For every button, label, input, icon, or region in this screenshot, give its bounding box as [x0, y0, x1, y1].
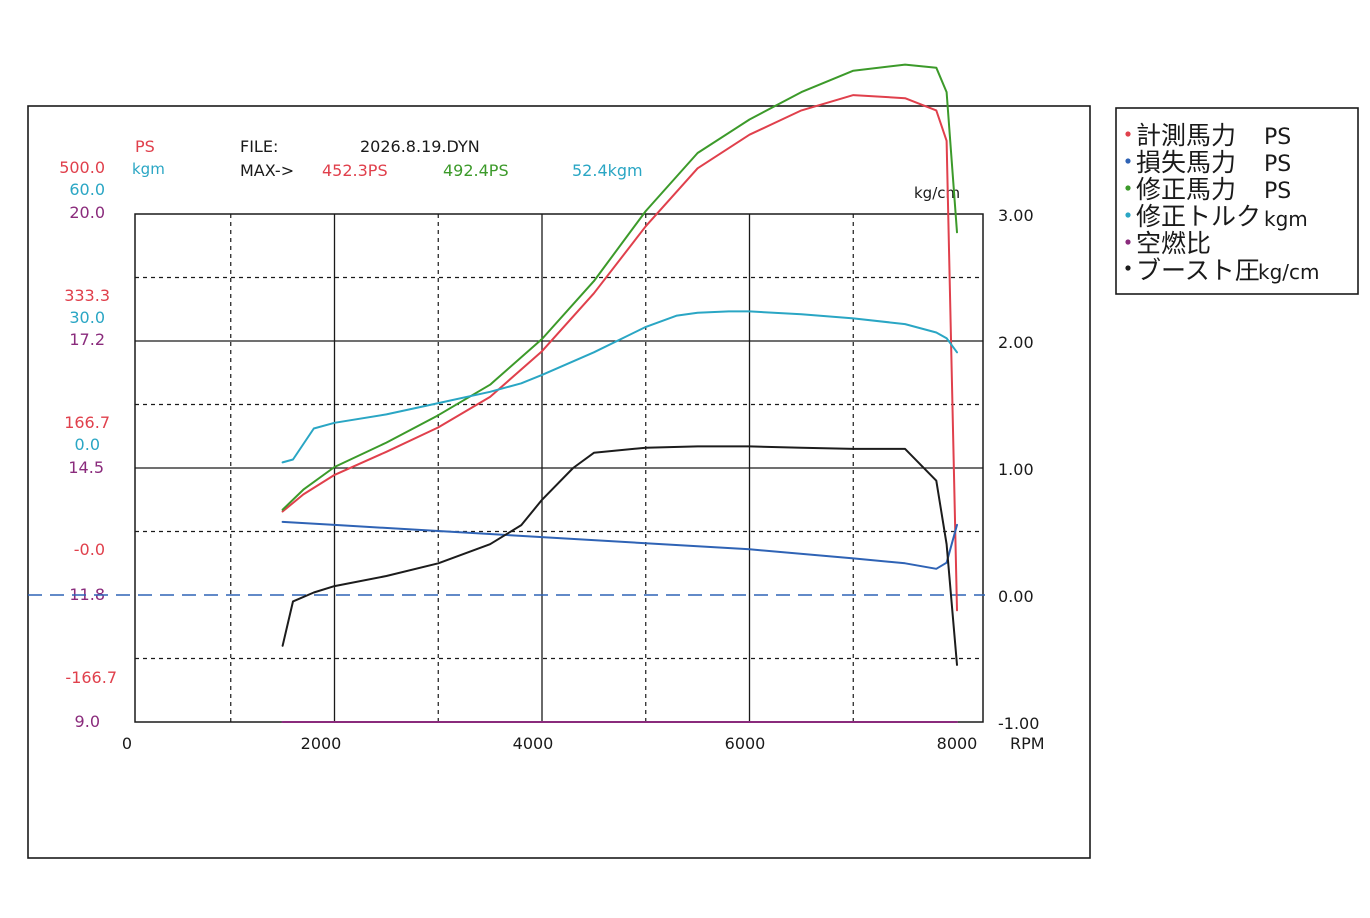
- ps-tick-label: 500.0: [59, 158, 105, 177]
- right-tick-label: -1.00: [998, 714, 1039, 733]
- outer-frame: [27, 105, 1091, 859]
- legend-frame: [1115, 107, 1359, 295]
- legend-dot-icon: [1125, 131, 1131, 137]
- legend-item: 空燃比: [1125, 229, 1211, 258]
- legend-unit: kg/cm: [1258, 260, 1320, 284]
- x-tick-label: 0: [122, 734, 132, 753]
- legend-item: 修正馬力 PS: [1125, 175, 1291, 204]
- ps-tick-label: 166.7: [64, 413, 110, 432]
- legend-label: 修正馬力: [1136, 175, 1236, 204]
- legend-unit: PS: [1264, 179, 1291, 204]
- legend-unit: kgm: [1264, 207, 1308, 231]
- ps-tick-label: -166.7: [65, 668, 117, 687]
- ps-tick-label: -0.0: [74, 540, 105, 559]
- file-label: FILE:: [240, 137, 278, 156]
- kgm-tick-label: 60.0: [69, 180, 105, 199]
- legend-label: 空燃比: [1136, 229, 1211, 258]
- afr-tick-label: 11.8: [69, 585, 105, 604]
- legend-dot-icon: [1125, 212, 1131, 218]
- legend-dot-icon: [1125, 158, 1131, 164]
- right-tick-label: 0.00: [998, 587, 1034, 606]
- legend-item: 修正トルク kgm: [1125, 202, 1308, 231]
- max-torque-value: 52.4kgm: [572, 161, 643, 180]
- legend-label: 損失馬力: [1136, 148, 1236, 177]
- legend-unit: PS: [1264, 152, 1291, 177]
- right-tick-label: 1.00: [998, 460, 1034, 479]
- x-tick-label: 2000: [301, 734, 342, 753]
- legend: 計測馬力 PS 損失馬力 PS 修正馬力 PS 修正トルク kgm 空燃比 ブー…: [1125, 121, 1320, 285]
- legend-item: ブースト圧 kg/cm: [1125, 256, 1320, 285]
- x-tick-label: 4000: [513, 734, 554, 753]
- max-label: MAX->: [240, 161, 294, 180]
- afr-tick-label: 17.2: [69, 330, 105, 349]
- legend-item: 損失馬力 PS: [1125, 148, 1291, 177]
- unit-kgm-label: kgm: [132, 160, 165, 178]
- legend-unit: PS: [1264, 125, 1291, 150]
- kgm-tick-label: 30.0: [69, 308, 105, 327]
- max-measured-value: 452.3PS: [322, 161, 388, 180]
- x-tick-label: 6000: [725, 734, 766, 753]
- right-axis: 3.00 2.00 1.00 0.00 -1.00: [998, 206, 1039, 733]
- x-tick-label: 8000: [937, 734, 978, 753]
- afr-tick-label: 20.0: [69, 203, 105, 222]
- series-line-measured: [281, 94, 958, 612]
- legend-dot-icon: [1125, 185, 1131, 191]
- series-layer: [281, 63, 958, 723]
- afr-tick-label: 9.0: [75, 712, 100, 731]
- grid: [28, 213, 985, 723]
- afr-tick-label: 14.5: [68, 458, 104, 477]
- legend-item: 計測馬力 PS: [1125, 121, 1291, 150]
- right-tick-label: 3.00: [998, 206, 1034, 225]
- series-line-boost: [281, 445, 958, 666]
- left-axis: 500.0 60.0 20.0 333.3 30.0 17.2 166.7 0.…: [59, 158, 117, 731]
- legend-label: 計測馬力: [1136, 121, 1236, 150]
- legend-dot-icon: [1125, 265, 1131, 271]
- series-line-torque: [281, 310, 958, 464]
- legend-label: ブースト圧: [1136, 256, 1260, 285]
- legend-dot-icon: [1125, 239, 1131, 245]
- legend-label: 修正トルク: [1136, 202, 1261, 231]
- x-axis: 0 2000 4000 6000 8000 RPM: [122, 734, 1045, 753]
- series-line-loss: [281, 520, 958, 570]
- max-corrected-value: 492.4PS: [443, 161, 509, 180]
- kgm-tick-label: 0.0: [75, 435, 100, 454]
- plot-area: [28, 63, 985, 723]
- x-axis-label: RPM: [1010, 734, 1045, 753]
- right-tick-label: 2.00: [998, 333, 1034, 352]
- file-name: 2026.8.19.DYN: [360, 137, 480, 156]
- series-line-corrected: [281, 63, 958, 511]
- ps-tick-label: 333.3: [64, 286, 110, 305]
- unit-ps-label: PS: [135, 137, 155, 156]
